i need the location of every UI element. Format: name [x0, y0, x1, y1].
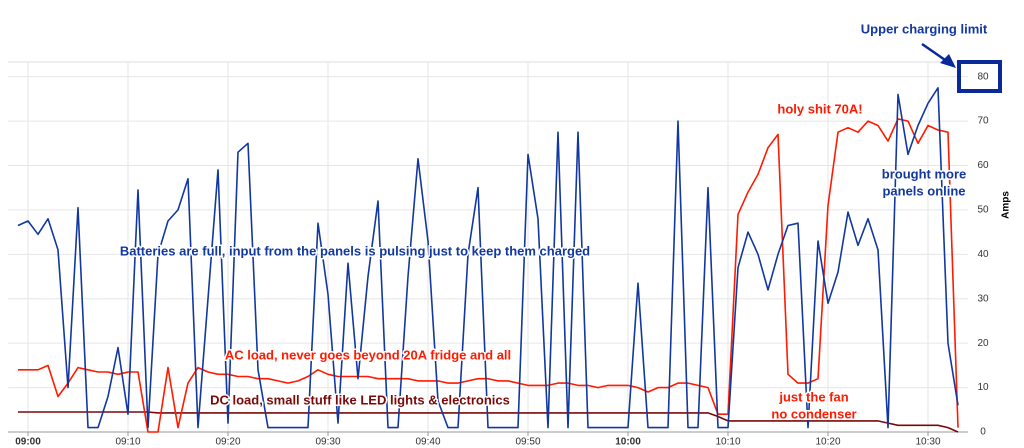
series-line: [18, 118, 959, 433]
annotation: DC load, small stuff like LED lights & e…: [210, 392, 510, 407]
y-tick-label: 50: [977, 205, 989, 216]
x-tick-label: 09:20: [215, 437, 240, 448]
x-tick-label: 09:00: [15, 437, 41, 448]
x-tick-label: 10:30: [915, 437, 940, 448]
series-line: [17, 87, 959, 429]
annotation: just the fan: [778, 389, 848, 404]
annotation: AC load, never goes beyond 20A fridge an…: [225, 347, 511, 362]
annotation: Batteries are full, input from the panel…: [120, 243, 590, 258]
x-tick-label: 09:40: [415, 437, 440, 448]
y-tick-label: 20: [977, 338, 989, 349]
annotation: brought more: [882, 166, 967, 181]
x-tick-label: 10:00: [615, 437, 641, 448]
annotation: holy shit 70A!: [777, 101, 862, 116]
limit-arrow-head: [940, 54, 956, 68]
limit-box: [957, 60, 1002, 93]
y-tick-label: 40: [977, 249, 989, 260]
y-axis-label: Amps: [1001, 191, 1012, 219]
y-tick-label: 10: [977, 382, 989, 393]
x-tick-label: 09:50: [515, 437, 540, 448]
y-tick-label: 70: [977, 116, 989, 127]
y-tick-label: 80: [977, 71, 989, 82]
limit-arrow: [921, 42, 949, 64]
annotation: Upper charging limit: [861, 21, 988, 36]
x-tick-label: 10:10: [715, 437, 740, 448]
y-tick-label: 30: [977, 293, 989, 304]
annotation: no condenser: [771, 406, 856, 421]
x-tick-label: 09:10: [115, 437, 140, 448]
x-tick-label: 10:20: [815, 437, 840, 448]
y-tick-label: 0: [980, 427, 986, 438]
annotation: panels online: [882, 183, 965, 198]
x-tick-label: 09:30: [315, 437, 340, 448]
y-tick-label: 60: [977, 160, 989, 171]
